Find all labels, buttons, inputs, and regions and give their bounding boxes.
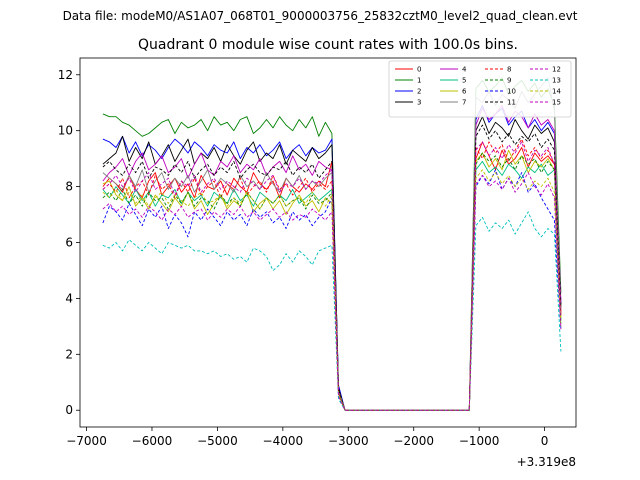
x-tick-label: 0	[541, 434, 549, 448]
legend-label-1: 1	[417, 77, 421, 85]
series-line-12	[102, 141, 562, 411]
legend-label-13: 13	[552, 77, 561, 85]
series-line-13	[102, 211, 562, 411]
legend-label-8: 8	[507, 66, 511, 74]
x-tick-label: −5000	[197, 434, 238, 448]
y-tick-label: 6	[65, 236, 73, 250]
legend-label-2: 2	[417, 88, 421, 96]
x-tick-label: −7000	[66, 434, 107, 448]
legend-label-7: 7	[462, 99, 466, 107]
legend-label-15: 15	[552, 99, 561, 107]
legend-label-0: 0	[417, 66, 421, 74]
y-tick-label: 2	[65, 347, 73, 361]
legend-label-9: 9	[507, 77, 511, 85]
legend-box	[388, 60, 572, 118]
x-tick-label: −3000	[328, 434, 369, 448]
legend-label-11: 11	[507, 99, 516, 107]
chart-title: Quadrant 0 module wise count rates with …	[138, 37, 518, 53]
y-tick-label: 4	[65, 291, 73, 305]
series-line-11	[102, 124, 562, 411]
legend-label-4: 4	[462, 66, 467, 74]
series-line-14	[102, 169, 562, 411]
legend-label-10: 10	[507, 88, 516, 96]
x-tick-label: −6000	[132, 434, 173, 448]
x-axis: −7000 −6000 −5000 −4000 −3000 −2000 −1000 0	[66, 427, 548, 448]
y-tick-label: 8	[65, 180, 73, 194]
legend-label-5: 5	[462, 77, 466, 85]
legend-label-12: 12	[552, 66, 561, 74]
x-offset-label: +3.319e8	[517, 455, 576, 469]
series-line-3	[102, 116, 562, 411]
y-tick-label: 0	[65, 403, 73, 417]
plot-area	[102, 77, 562, 411]
y-axis: 0 2 4 6 8 10 12	[58, 68, 80, 417]
y-tick-label: 10	[58, 124, 73, 138]
figure-suptitle: Data file: modeM0/AS1A07_068T01_90000037…	[63, 9, 578, 23]
series-line-15	[102, 172, 562, 411]
legend-label-14: 14	[552, 88, 561, 96]
legend-label-6: 6	[462, 88, 467, 96]
series-group	[102, 77, 562, 411]
series-line-9	[102, 152, 562, 411]
legend-label-3: 3	[417, 99, 421, 107]
x-tick-label: −4000	[263, 434, 304, 448]
y-tick-label: 12	[58, 68, 73, 82]
x-tick-label: −1000	[459, 434, 500, 448]
x-tick-label: −2000	[393, 434, 434, 448]
